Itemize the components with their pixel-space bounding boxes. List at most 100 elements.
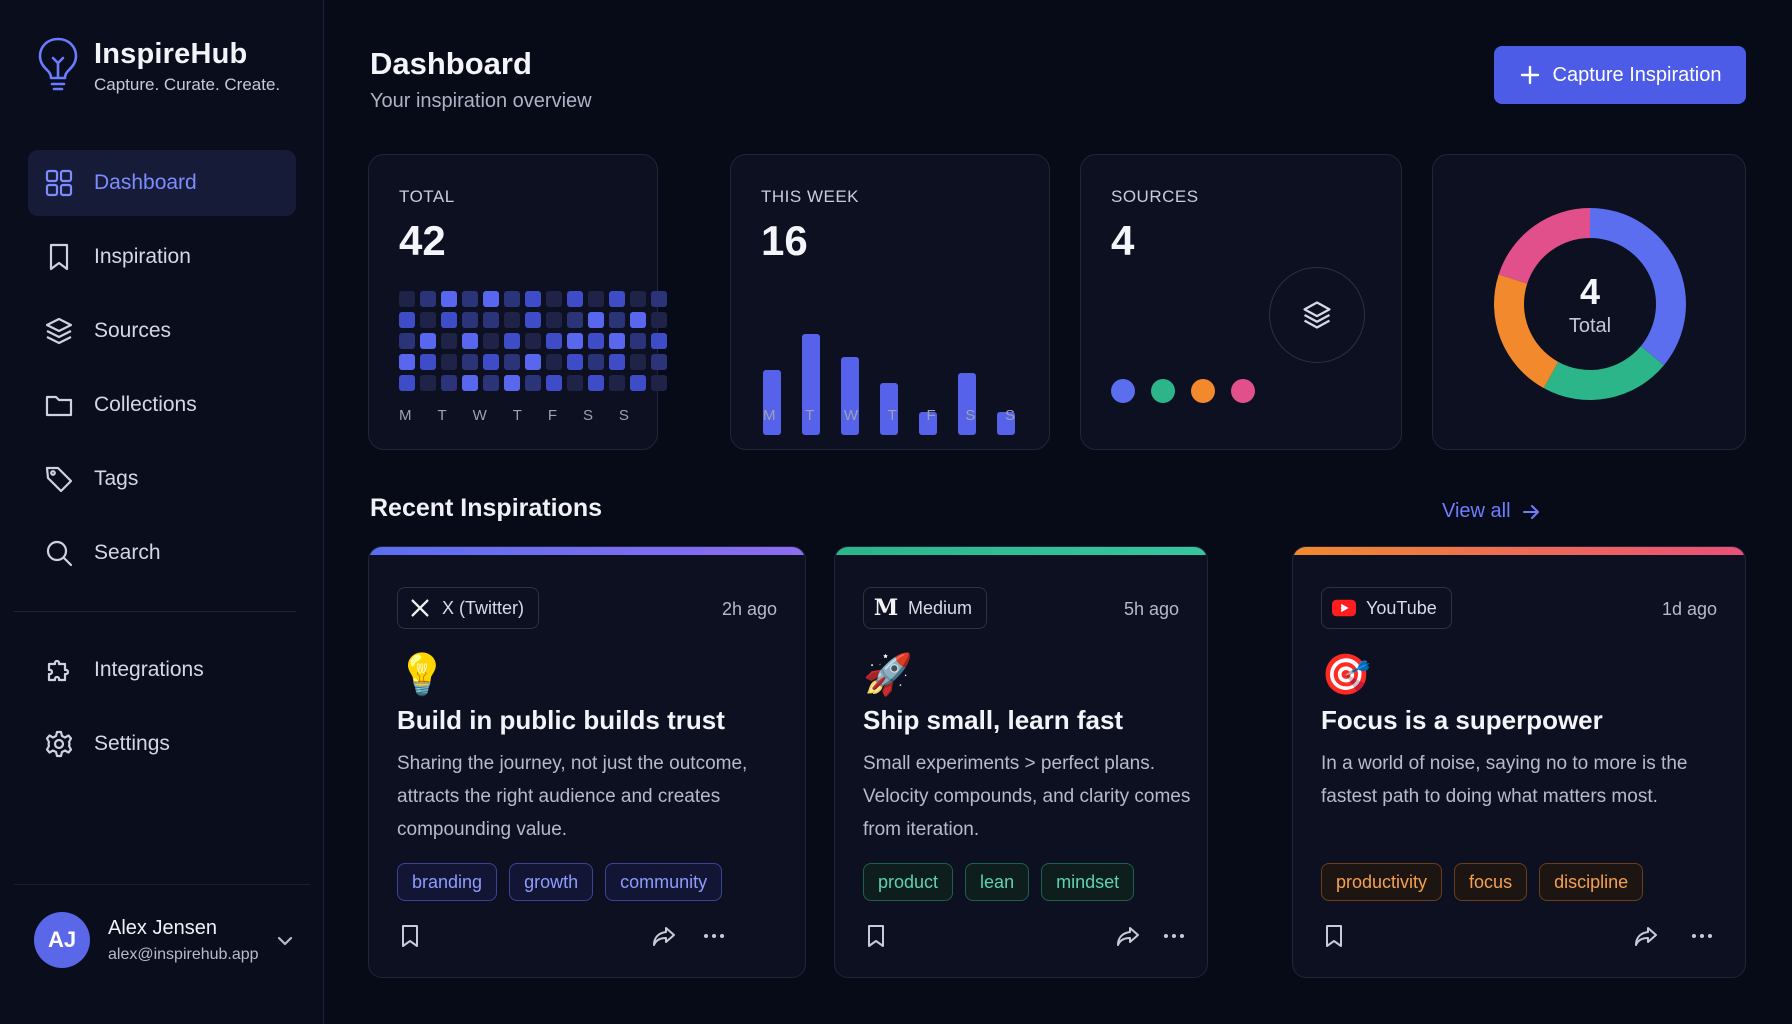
tag-chip[interactable]: growth <box>509 863 594 901</box>
sources-stat-card: SOURCES 4 <box>1080 154 1402 450</box>
card-accent-bar <box>1293 547 1745 555</box>
view-all-link[interactable]: View all <box>1442 500 1541 523</box>
donut-segment <box>1498 208 1590 284</box>
day-label: W <box>472 407 487 424</box>
heatmap-cell <box>630 291 646 307</box>
nav-divider <box>14 611 296 612</box>
more-options-icon[interactable] <box>701 923 727 949</box>
heatmap-cell <box>441 375 457 391</box>
sidebar-item-tags[interactable]: Tags <box>28 446 296 512</box>
day-label: S <box>965 407 976 424</box>
heatmap-cell <box>399 312 415 328</box>
bookmark-icon[interactable] <box>397 923 423 949</box>
more-options-icon[interactable] <box>1689 923 1715 949</box>
sidebar-item-settings[interactable]: Settings <box>28 711 296 777</box>
heatmap-cell <box>609 333 625 349</box>
timestamp: 5h ago <box>1123 599 1179 619</box>
avatar: AJ <box>34 912 90 968</box>
source-badge[interactable]: YouTube <box>1321 587 1452 629</box>
heatmap-cell <box>567 354 583 370</box>
sidebar-item-label: Sources <box>94 319 172 342</box>
heatmap-cell <box>504 375 520 391</box>
tag-chip[interactable]: branding <box>397 863 498 901</box>
sidebar-item-label: Inspiration <box>94 245 191 268</box>
primary-nav: Dashboard Inspiration Sources Collection… <box>28 150 296 594</box>
heatmap-cell <box>651 333 667 349</box>
heatmap-cell <box>588 291 604 307</box>
card-description: Small experiments > perfect plans. Veloc… <box>863 753 1191 840</box>
bookmark-icon[interactable] <box>863 923 889 949</box>
inspiration-card[interactable]: YouTube 1d ago 🎯 Focus is a superpower I… <box>1292 546 1746 978</box>
target-emoji-icon: 🎯 <box>1321 653 1371 697</box>
sidebar-item-dashboard[interactable]: Dashboard <box>28 150 296 216</box>
more-options-icon[interactable] <box>1161 923 1187 949</box>
stat-label: SOURCES <box>1111 187 1199 206</box>
user-menu[interactable]: AJ Alex Jensen alex@inspirehub.app <box>34 912 296 968</box>
day-label: T <box>805 407 815 424</box>
donut-value: 4 <box>1579 270 1601 312</box>
main-content: Dashboard Your inspiration overview Capt… <box>324 0 1792 1024</box>
heatmap-cell <box>567 312 583 328</box>
heatmap-cell <box>441 354 457 370</box>
source-dot <box>1231 379 1255 403</box>
heatmap-cell <box>525 312 541 328</box>
bookmark-icon[interactable] <box>1321 923 1347 949</box>
inspiration-card[interactable]: X (Twitter) 2h ago 💡 Build in public bui… <box>368 546 806 978</box>
heatmap-day-labels: M T W T F S S <box>399 407 629 424</box>
tag-chip[interactable]: product <box>863 863 954 901</box>
sidebar-item-sources[interactable]: Sources <box>28 298 296 364</box>
inspiration-card[interactable]: M Medium 5h ago 🚀 Ship small, learn fast… <box>834 546 1208 978</box>
sidebar: InspireHub Capture. Curate. Create. Dash… <box>0 0 324 1024</box>
heatmap-cell <box>546 312 562 328</box>
heatmap-cell <box>567 375 583 391</box>
stat-value: 16 <box>761 217 808 264</box>
source-badge[interactable]: X (Twitter) <box>397 587 540 629</box>
brand-name: InspireHub <box>94 38 248 70</box>
tag-chip[interactable]: community <box>605 863 723 901</box>
brand[interactable]: InspireHub Capture. Curate. Create. <box>36 36 280 95</box>
day-label: M <box>399 407 412 424</box>
heatmap-cell <box>546 354 562 370</box>
weekly-bar <box>919 412 937 435</box>
tag-list: branding growth community <box>397 863 734 901</box>
capture-inspiration-button[interactable]: Capture Inspiration <box>1494 46 1746 104</box>
stat-label: TOTAL <box>399 187 455 206</box>
sidebar-item-search[interactable]: Search <box>28 520 296 586</box>
tag-chip[interactable]: lean <box>965 863 1030 901</box>
view-all-label: View all <box>1442 500 1511 522</box>
stat-value: 4 <box>1111 217 1135 264</box>
sidebar-item-integrations[interactable]: Integrations <box>28 637 296 703</box>
share-icon[interactable] <box>1115 923 1141 949</box>
heatmap-cell <box>399 375 415 391</box>
sidebar-item-label: Dashboard <box>94 171 197 194</box>
sidebar-item-inspiration[interactable]: Inspiration <box>28 224 296 290</box>
heatmap-cell <box>588 375 604 391</box>
tag-chip[interactable]: mindset <box>1041 863 1135 901</box>
day-label: W <box>843 407 859 424</box>
heatmap-cell <box>609 312 625 328</box>
heatmap-cell <box>399 333 415 349</box>
sources-donut-chart <box>1494 208 1686 400</box>
donut-segment <box>1494 274 1559 389</box>
heatmap-cell <box>588 312 604 328</box>
card-title: Ship small, learn fast <box>863 705 1124 735</box>
heatmap-cell <box>483 375 499 391</box>
day-label: T <box>887 407 897 424</box>
layers-icon <box>45 317 73 345</box>
tag-chip[interactable]: focus <box>1454 863 1528 901</box>
sidebar-item-label: Integrations <box>94 658 204 681</box>
chevron-down-icon[interactable] <box>274 930 296 952</box>
heatmap-cell <box>525 333 541 349</box>
tag-chip[interactable]: discipline <box>1539 863 1644 901</box>
sidebar-item-label: Settings <box>94 732 170 755</box>
sidebar-item-collections[interactable]: Collections <box>28 372 296 438</box>
share-icon[interactable] <box>651 923 677 949</box>
tag-chip[interactable]: productivity <box>1321 863 1443 901</box>
source-badge[interactable]: M Medium <box>863 587 988 629</box>
tag-list: productivity focus discipline <box>1321 863 1655 901</box>
day-label: T <box>437 407 447 424</box>
tag-icon <box>45 466 73 493</box>
medium-logo-icon: M <box>873 595 899 621</box>
share-icon[interactable] <box>1633 923 1659 949</box>
heatmap-cell <box>630 333 646 349</box>
